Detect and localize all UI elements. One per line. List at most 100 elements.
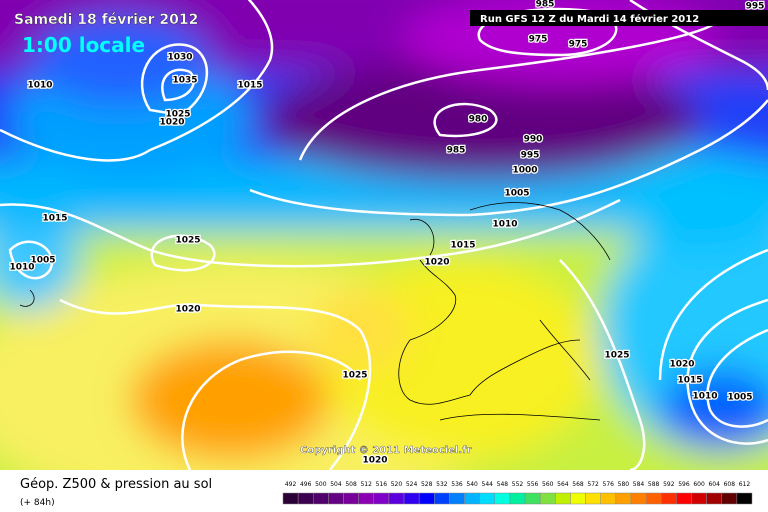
footer-title: Géop. Z500 & pression au sol: [20, 477, 212, 492]
run-banner: [470, 10, 768, 26]
legend-swatch: [645, 492, 662, 505]
isobar-label: 1010: [492, 220, 517, 230]
legend-label: 548: [497, 481, 509, 488]
legend-label: 504: [330, 481, 342, 488]
legend-label: 608: [724, 481, 736, 488]
date: Samedi 18 février 2012: [14, 12, 198, 28]
isobar-label: 1005: [504, 189, 529, 199]
isobar-label: 985: [536, 0, 555, 10]
isobar-label: 1010: [692, 392, 717, 402]
isobar-label: 1035: [172, 76, 197, 86]
legend-label: 568: [572, 481, 584, 488]
legend-swatch: [297, 492, 314, 505]
isobar-label: 985: [536, 0, 555, 10]
isobar-label: 975: [569, 40, 588, 50]
legend-label: 552: [512, 481, 524, 488]
isobar-label: 1030: [167, 53, 192, 63]
isobar-label: 1035: [172, 76, 197, 86]
isobar-label: 1015: [237, 81, 262, 91]
legend-swatch: [539, 492, 556, 505]
legend-label: 600: [693, 481, 705, 488]
legend-swatch: [630, 492, 647, 505]
isobar-label: 1015: [237, 81, 262, 91]
coastlines: [19, 202, 611, 421]
legend-label: 588: [648, 481, 660, 488]
isobar-label: 985: [447, 146, 466, 156]
isobar-label: 1030: [167, 53, 192, 63]
legend-swatch: [494, 492, 511, 505]
isobar-label: 975: [529, 35, 548, 45]
isobar-label: 1015: [677, 376, 702, 386]
legend-label: 532: [436, 481, 448, 488]
legend-swatch: [418, 492, 435, 505]
isobar-label: 1005: [727, 393, 752, 403]
legend-label: 508: [345, 481, 357, 488]
isobar-label: 995: [521, 151, 540, 161]
isobar-label: 990: [524, 135, 543, 145]
isobar-label: 995: [746, 2, 765, 12]
legend-label: 524: [406, 481, 418, 488]
isobar-label: 1020: [175, 305, 200, 315]
legend-swatch: [691, 492, 707, 505]
legend-swatch: [343, 492, 359, 505]
isobar-label: 1025: [165, 110, 190, 120]
legend-swatch: [509, 492, 526, 505]
legend-swatch: [615, 492, 632, 505]
legend-swatch: [524, 492, 541, 505]
isobar-label: 1005: [30, 256, 55, 266]
legend-swatch: [464, 492, 480, 505]
isobar-label: 1000: [512, 166, 537, 176]
isobar-label: 1010: [492, 220, 517, 230]
legend-label: 520: [391, 481, 403, 488]
isobar-label: 995: [746, 2, 765, 12]
legend-label: 540: [466, 481, 478, 488]
isobar-label: 1005: [504, 189, 529, 199]
isobar-label: 1025: [175, 236, 200, 246]
legend-swatch: [585, 492, 601, 505]
legend-swatch: [555, 492, 571, 505]
legend-label: 592: [663, 481, 675, 488]
legend-swatch: [313, 492, 329, 505]
legend-label: 560: [542, 481, 554, 488]
run-info: Run GFS 12 Z du Mardi 14 février 2012: [480, 13, 699, 25]
isobar-label: 1025: [604, 351, 629, 361]
copyright: Copyright © 2011 Meteociel.fr: [300, 445, 471, 456]
legend-label: 512: [360, 481, 372, 488]
isobar-label: 1010: [27, 81, 52, 91]
isobar-label: 1010: [27, 81, 52, 91]
legend-swatch: [328, 492, 344, 505]
legend-swatch: [600, 492, 617, 505]
isobar-label: 1025: [165, 110, 190, 120]
isobar-label: 1015: [42, 214, 67, 224]
legend-swatch: [479, 492, 496, 505]
legend-label: 536: [451, 481, 463, 488]
legend-swatch: [706, 492, 722, 505]
legend-swatch: [660, 492, 677, 505]
isobar-label: 1015: [450, 241, 475, 251]
legend-label: 612: [739, 481, 751, 488]
local-time: 1:00 locale: [22, 33, 145, 57]
legend-swatch: [736, 492, 753, 505]
isobar-label: 1025: [604, 351, 629, 361]
legend-label: 528: [421, 481, 433, 488]
legend-swatch: [434, 492, 450, 505]
isobar-label: 1025: [342, 371, 367, 381]
legend-label: 544: [482, 481, 494, 488]
isobar-label: 1015: [677, 376, 702, 386]
color-legend: 492 496 500 504 508 512 516 520 524 528 532 536 540 5…: [282, 481, 753, 505]
legend-label: 564: [557, 481, 569, 488]
isobar-label: 1015: [450, 241, 475, 251]
isobar-label: 1020: [159, 118, 184, 128]
legend-swatch: [358, 492, 375, 505]
isobar-label: 1020: [362, 456, 387, 466]
legend-label: 556: [527, 481, 539, 488]
isobar-label: 975: [569, 40, 588, 50]
isobar-label: 1000: [512, 166, 537, 176]
lead-time: (+ 84h): [20, 498, 55, 508]
legend-label: 584: [633, 481, 645, 488]
legend-label: 596: [678, 481, 690, 488]
